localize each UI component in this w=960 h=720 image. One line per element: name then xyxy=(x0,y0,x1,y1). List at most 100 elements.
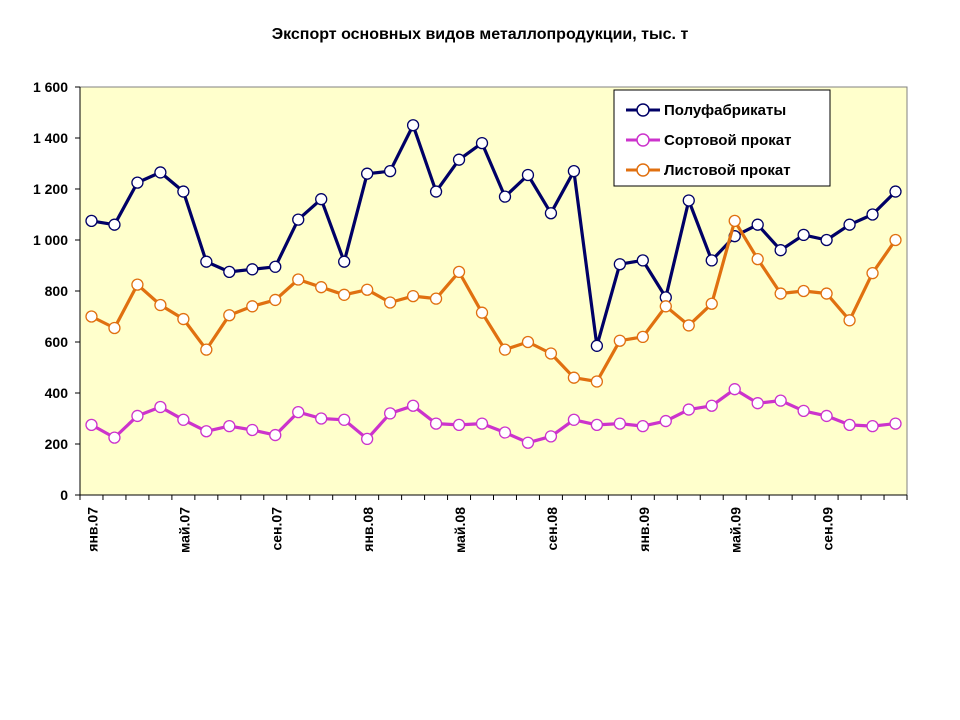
data-point xyxy=(452,265,466,279)
data-point xyxy=(889,233,902,247)
series-0 xyxy=(85,119,902,352)
series-layer xyxy=(85,119,902,449)
data-point xyxy=(383,296,397,309)
data-point xyxy=(452,153,466,166)
data-point xyxy=(636,254,649,267)
data-point xyxy=(452,418,466,432)
data-point xyxy=(315,193,328,206)
data-point xyxy=(292,405,305,419)
x-tick-label: янв.07 xyxy=(84,507,100,552)
data-point xyxy=(521,168,535,182)
data-point xyxy=(200,425,213,438)
data-point xyxy=(659,300,672,313)
data-point xyxy=(705,254,718,267)
data-point xyxy=(475,417,489,430)
data-point xyxy=(85,310,98,323)
data-point xyxy=(269,428,282,442)
data-point xyxy=(223,265,236,279)
data-point xyxy=(774,287,787,300)
data-point xyxy=(131,409,144,423)
y-tick-label: 1 000 xyxy=(33,232,68,248)
data-point xyxy=(406,119,420,132)
legend-label-0: Полуфабрикаты xyxy=(664,102,786,119)
data-point xyxy=(131,278,144,291)
data-point xyxy=(843,418,856,432)
data-point xyxy=(154,400,167,414)
data-point xyxy=(889,185,902,198)
data-point xyxy=(315,412,328,425)
data-point xyxy=(751,397,764,410)
data-point xyxy=(544,430,558,443)
data-point xyxy=(567,413,581,426)
data-point xyxy=(820,409,833,423)
x-tick-label: сен.09 xyxy=(820,507,836,551)
x-tick-label: сен.08 xyxy=(544,507,560,551)
data-point xyxy=(613,417,626,430)
data-point xyxy=(338,288,351,301)
data-point xyxy=(659,414,672,428)
data-point xyxy=(223,419,236,433)
data-point xyxy=(866,266,879,280)
series-1 xyxy=(85,383,902,449)
data-point xyxy=(797,404,810,418)
data-point xyxy=(590,375,604,388)
data-point xyxy=(774,244,787,257)
series-2 xyxy=(85,214,902,388)
data-point xyxy=(475,136,489,150)
data-point xyxy=(131,176,144,189)
data-point xyxy=(498,343,512,356)
data-point xyxy=(154,298,167,312)
data-point xyxy=(843,218,856,231)
data-point xyxy=(682,194,695,207)
data-point xyxy=(590,339,604,352)
y-tick-label: 1 400 xyxy=(33,130,68,146)
legend-label-1: Сортовой прокат xyxy=(664,132,791,149)
data-point xyxy=(544,207,558,220)
data-point xyxy=(108,218,121,231)
legend-marker-0 xyxy=(636,103,650,117)
data-point xyxy=(820,287,833,300)
data-point xyxy=(85,214,98,228)
data-point xyxy=(889,417,902,430)
data-point xyxy=(705,297,718,310)
data-point xyxy=(269,260,282,273)
data-point xyxy=(292,273,305,286)
y-tick-label: 800 xyxy=(45,283,69,299)
data-point xyxy=(636,330,649,344)
data-point xyxy=(613,334,626,347)
data-point xyxy=(269,293,282,307)
data-point xyxy=(338,413,351,426)
data-point xyxy=(406,399,420,412)
data-point xyxy=(728,383,741,396)
data-point xyxy=(383,407,397,420)
chart-title: Экспорт основных видов металлопродукции,… xyxy=(272,26,689,43)
data-point xyxy=(429,417,443,430)
legend-label-2: Листовой прокат xyxy=(664,162,791,179)
y-tick-label: 400 xyxy=(45,385,69,401)
y-tick-label: 200 xyxy=(45,436,69,452)
data-point xyxy=(797,284,810,298)
data-point xyxy=(705,399,718,412)
data-point xyxy=(338,255,351,268)
axes: 0 200 400 600 800 1 000 1 200 1 400 1 600 янв.07 м… xyxy=(33,79,908,553)
data-point xyxy=(613,258,626,271)
data-point xyxy=(361,432,374,446)
data-point xyxy=(177,413,190,426)
data-point xyxy=(246,423,259,437)
x-tick-label: янв.09 xyxy=(636,507,652,552)
x-tick-label: янв.08 xyxy=(360,507,376,552)
data-point xyxy=(682,403,695,416)
legend-marker-1 xyxy=(636,133,650,147)
data-point xyxy=(406,289,420,303)
data-point xyxy=(177,185,190,198)
y-tick-label: 0 xyxy=(60,487,68,503)
data-point xyxy=(797,228,810,242)
data-point xyxy=(567,164,581,178)
data-point xyxy=(521,335,535,349)
data-point xyxy=(774,394,787,407)
data-point xyxy=(177,312,190,326)
legend: Полуфабрикаты Сортовой прокат Листовой п… xyxy=(613,89,831,187)
data-point xyxy=(636,419,649,433)
data-point xyxy=(108,321,121,335)
data-point xyxy=(383,164,397,178)
